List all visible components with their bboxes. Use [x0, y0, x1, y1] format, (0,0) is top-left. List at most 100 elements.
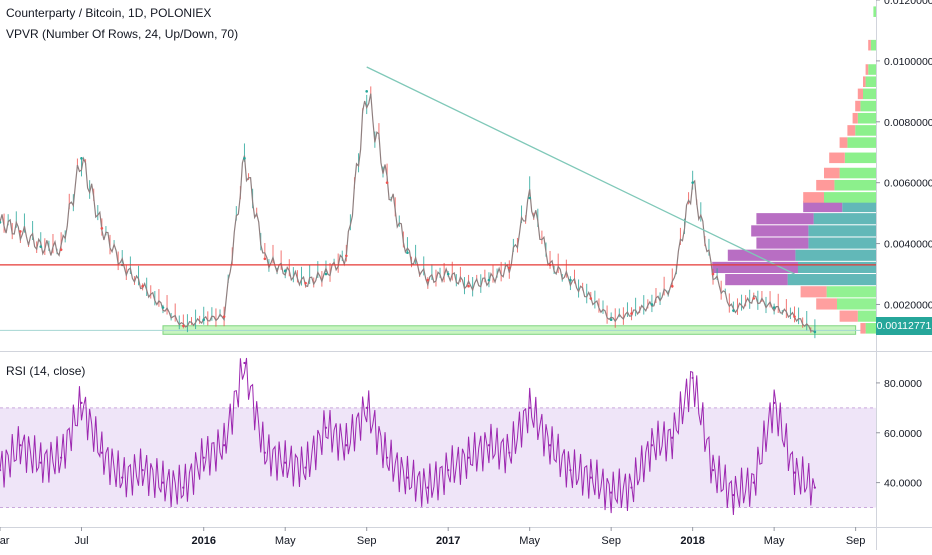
rsi-point	[773, 401, 776, 404]
rsi-point	[385, 456, 389, 459]
volume-profile-down-bar	[725, 274, 788, 286]
rsi-point	[671, 436, 674, 439]
volume-profile-up-bar	[857, 310, 876, 322]
time-tick-label: May	[519, 535, 540, 547]
volume-profile-up-bar	[808, 237, 876, 249]
indicator-label: VPVR (Number Of Rows, 24, Up/Down, 70)	[6, 27, 239, 41]
rsi-point	[345, 444, 348, 447]
price-point	[0, 220, 2, 224]
price-point	[263, 257, 267, 261]
rsi-point	[650, 444, 654, 447]
volume-profile-up-bar	[870, 39, 876, 51]
rsi-point	[406, 476, 409, 479]
volume-profile-down-bar	[847, 125, 856, 136]
rsi-point	[610, 491, 613, 494]
time-tick-label: Sep	[846, 535, 866, 547]
rsi-point	[304, 466, 307, 469]
volume-profile-down-bar	[855, 100, 861, 112]
rsi-point	[447, 469, 450, 472]
rsi-tick-label: 40.0000	[884, 478, 922, 490]
time-tick-label: 2017	[436, 535, 460, 547]
price-series-line	[0, 93, 816, 333]
rsi-point	[589, 476, 592, 479]
rsi-point	[426, 486, 429, 489]
price-point	[304, 281, 307, 285]
rsi-point	[324, 426, 328, 429]
time-tick-label: Sep	[601, 535, 621, 547]
time-tick-label: May	[764, 535, 785, 547]
volume-profile-up-bar	[873, 6, 876, 17]
price-point	[222, 315, 226, 318]
rsi-point	[487, 444, 491, 447]
rsi-point	[100, 451, 103, 454]
volume-profile-down-bar	[712, 261, 798, 274]
rsi-point	[630, 486, 633, 489]
rsi-point	[182, 486, 185, 489]
price-point	[365, 90, 368, 93]
volume-profile-down-bar	[816, 298, 837, 310]
price-point	[182, 324, 185, 328]
time-tick-label: Mar	[0, 535, 10, 547]
volume-profile-down-bar	[803, 200, 843, 213]
volume-profile-up-bar	[839, 167, 876, 179]
price-point	[243, 157, 246, 160]
volume-profile-up-bar	[824, 192, 876, 203]
price-point	[732, 309, 735, 312]
price-point	[446, 272, 450, 276]
price-point	[528, 196, 531, 200]
rsi-point	[467, 456, 470, 459]
volume-profile-down-bar	[839, 137, 848, 148]
volume-profile-down-bar	[868, 39, 871, 51]
volume-profile-up-bar	[865, 323, 876, 334]
volume-profile-down-bar	[756, 213, 814, 225]
rsi-point	[243, 361, 246, 365]
price-point	[711, 272, 715, 276]
rsi-point	[793, 471, 796, 474]
volume-profile-down-bar	[829, 152, 845, 164]
volume-profile-down-bar	[727, 249, 796, 261]
price-point	[39, 245, 43, 248]
volume-profile-down-bar	[824, 167, 840, 179]
rsi-point	[732, 493, 735, 497]
time-tick-label: May	[275, 535, 296, 547]
volume-profile-down-bar	[803, 192, 824, 203]
volume-profile-up-bar	[795, 249, 876, 261]
price-point	[752, 297, 756, 300]
price-point	[426, 278, 430, 282]
volume-profile-down-bar	[751, 225, 809, 237]
rsi-point	[569, 469, 572, 472]
volume-profile-up-bar	[834, 179, 876, 191]
rsi-point	[365, 406, 368, 409]
price-point	[345, 254, 348, 258]
volume-profile-up-bar	[798, 261, 876, 274]
current-price-label: 0.00112771	[876, 317, 932, 335]
price-tick-label: 0.00200000	[884, 299, 932, 311]
price-point	[467, 284, 470, 288]
time-tick-label: Sep	[357, 535, 377, 547]
time-tick-label: 2016	[191, 535, 215, 547]
rsi-tick-label: 80.0000	[884, 378, 922, 390]
price-point	[59, 248, 63, 251]
price-point	[630, 312, 633, 315]
volume-profile-up-bar	[826, 286, 876, 298]
volume-profile-down-bar	[756, 237, 809, 249]
price-point	[772, 306, 776, 309]
volume-profile-down-bar	[863, 76, 866, 87]
volume-profile-up-bar	[847, 137, 876, 148]
price-point	[406, 251, 409, 255]
rsi-point	[508, 451, 511, 454]
rsi-point	[813, 486, 816, 489]
price-point	[80, 157, 83, 160]
price-point	[385, 181, 389, 184]
volume-profile-up-bar	[865, 76, 876, 87]
rsi-point	[752, 481, 755, 484]
volume-profile-up-bar	[787, 274, 876, 286]
volume-profile-up-bar	[868, 64, 876, 75]
rsi-point	[222, 444, 226, 447]
rsi-point	[141, 469, 144, 472]
